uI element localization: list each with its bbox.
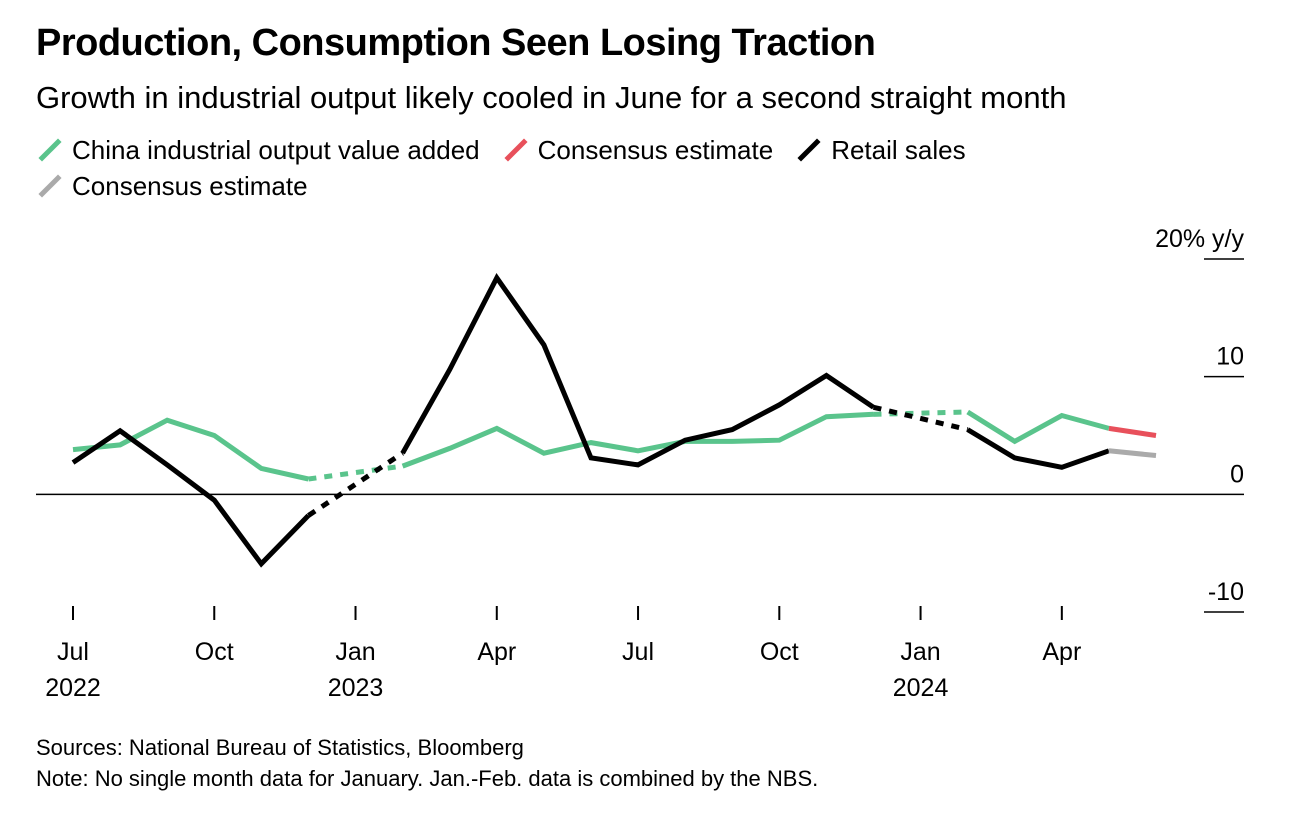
legend-swatch-retail-consensus (38, 174, 62, 198)
x-tick-label-4: Jul (622, 638, 654, 666)
x-tick-label-2: Jan (335, 638, 375, 666)
legend: China industrial output value added Cons… (36, 132, 1236, 204)
legend-label-industrial-output: China industrial output value added (72, 134, 480, 165)
x-tick-label-1: Oct (195, 638, 234, 666)
series-0-line (966, 409, 1110, 445)
legend-item-output-consensus: Consensus estimate (502, 134, 774, 166)
legend-item-industrial-output: China industrial output value added (36, 135, 480, 166)
series-2-line (400, 272, 875, 468)
series-2-line (71, 427, 311, 568)
legend-label-retail-consensus: Consensus estimate (72, 170, 308, 201)
methodology-note: Note: No single month data for January. … (36, 766, 819, 791)
legend-swatch-retail-sales (797, 138, 821, 162)
x-tick-label-6: Jan (900, 638, 940, 666)
x-tick-label-0: Jul (57, 638, 89, 666)
x-tick-label-3: Apr (477, 638, 516, 666)
legend-item-retail-consensus: Consensus estimate (36, 171, 308, 202)
chart-footer: Sources: National Bureau of Statistics, … (36, 732, 818, 794)
x-year-label-6: 2024 (893, 674, 949, 702)
series-2-gap-dashed (872, 404, 969, 433)
y-tick-label-2: 0 (1230, 460, 1244, 488)
series-3-line (1108, 448, 1157, 458)
y-tick-label-3: -10 (1208, 578, 1244, 606)
legend-label-output-consensus: Consensus estimate (537, 134, 774, 165)
x-year-label-2: 2023 (328, 674, 384, 702)
sources-note: Sources: National Bureau of Statistics, … (36, 735, 524, 760)
series-0-gap-dashed (873, 409, 968, 417)
chart-title: Production, Consumption Seen Losing Trac… (36, 22, 876, 64)
legend-swatch-industrial-output (38, 138, 62, 162)
series-2-gap-dashed (307, 451, 404, 518)
series-2-line (966, 427, 1110, 470)
y-tick-label-0: 20% y/y (1155, 225, 1244, 253)
legend-label-retail-sales: Retail sales (831, 134, 966, 165)
x-tick-label-5: Oct (760, 638, 799, 666)
series-0-gap-dashed (308, 463, 403, 482)
series-0-line (401, 411, 874, 469)
series-0-line (72, 417, 309, 482)
line-chart: 20% y/y 10 0 -10 Jul 2022 Oct Jan 2023 Apr Jul Oct J… (36, 225, 1244, 702)
series-1-line (1108, 425, 1157, 438)
legend-swatch-output-consensus (504, 138, 528, 162)
x-year-label-0: 2022 (45, 674, 101, 702)
y-tick-label-1: 10 (1216, 343, 1244, 371)
chart-subtitle: Growth in industrial output likely coole… (36, 80, 1067, 115)
legend-item-retail-sales: Retail sales (795, 134, 966, 166)
x-tick-label-7: Apr (1042, 638, 1081, 666)
